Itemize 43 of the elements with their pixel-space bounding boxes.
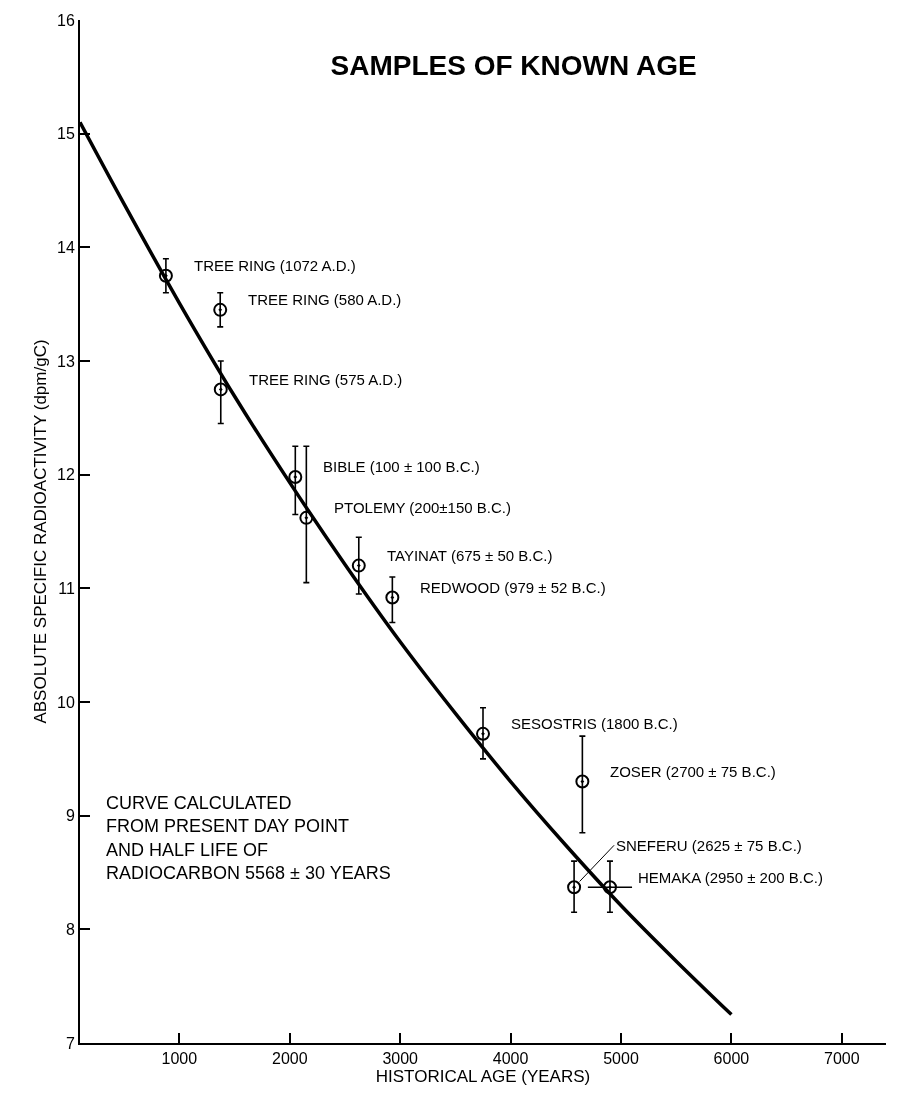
annotation: ZOSER (2700 ± 75 B.C.) bbox=[610, 763, 776, 780]
annotation: TAYINAT (675 ± 50 B.C.) bbox=[387, 547, 553, 564]
x-tick-label: 6000 bbox=[713, 1050, 750, 1068]
annotation: SESOSTRIS (1800 B.C.) bbox=[511, 715, 678, 732]
y-tick-label: 15 bbox=[57, 125, 75, 143]
point bbox=[385, 590, 400, 605]
annotation: SNEFERU (2625 ± 75 B.C.) bbox=[616, 837, 802, 854]
annotation: REDWOOD (979 ± 52 B.C.) bbox=[420, 579, 606, 596]
point bbox=[575, 774, 590, 789]
x-tick-label: 3000 bbox=[382, 1050, 419, 1068]
x-axis-title: HISTORICAL AGE (YEARS) bbox=[375, 1067, 591, 1087]
y-tick-label: 8 bbox=[65, 920, 75, 938]
annotation: PTOLEMY (200±150 B.C.) bbox=[334, 499, 511, 516]
annotation: TREE RING (1072 A.D.) bbox=[194, 257, 356, 274]
point bbox=[213, 302, 228, 317]
y-tick-label: 16 bbox=[57, 11, 75, 29]
y-axis-title: ABSOLUTE SPECIFIC RADIOACTIVITY (dpm/gC) bbox=[31, 339, 51, 724]
x-tick-label: 7000 bbox=[824, 1050, 860, 1068]
point bbox=[476, 726, 490, 741]
y-tick-label: 12 bbox=[57, 466, 75, 484]
annotation: TREE RING (575 A.D.) bbox=[249, 371, 403, 388]
point bbox=[288, 469, 303, 484]
x-tick-label: 4000 bbox=[492, 1050, 529, 1068]
y-tick-label: 13 bbox=[57, 352, 75, 370]
y-tick-label: 11 bbox=[58, 579, 75, 597]
y-tick-label: 7 bbox=[65, 1034, 75, 1052]
point bbox=[213, 382, 228, 397]
point bbox=[567, 880, 582, 895]
point bbox=[351, 558, 366, 573]
annotation: CURVE CALCULATED FROM PRESENT DAY POINT AND HALF LIFE OF RADIOCARBON 5568 ± 30 YEARS bbox=[106, 793, 391, 884]
x-tick-label: 2000 bbox=[271, 1050, 308, 1068]
y-tick-label: 10 bbox=[57, 693, 75, 711]
y-tick-label: 9 bbox=[65, 807, 75, 825]
x-tick-label: 1000 bbox=[161, 1050, 198, 1068]
point bbox=[158, 268, 173, 283]
annotation: TREE RING (580 A.D.) bbox=[248, 291, 402, 308]
point bbox=[299, 510, 314, 525]
annotation: BIBLE (100 ± 100 B.C.) bbox=[323, 458, 480, 475]
annotation: HEMAKA (2950 ± 200 B.C.) bbox=[638, 869, 823, 886]
point bbox=[602, 880, 617, 895]
x-tick-label: 5000 bbox=[603, 1050, 639, 1068]
y-tick-label: 14 bbox=[57, 238, 75, 256]
text: SAMPLES OF KNOWN AGE bbox=[330, 50, 697, 82]
